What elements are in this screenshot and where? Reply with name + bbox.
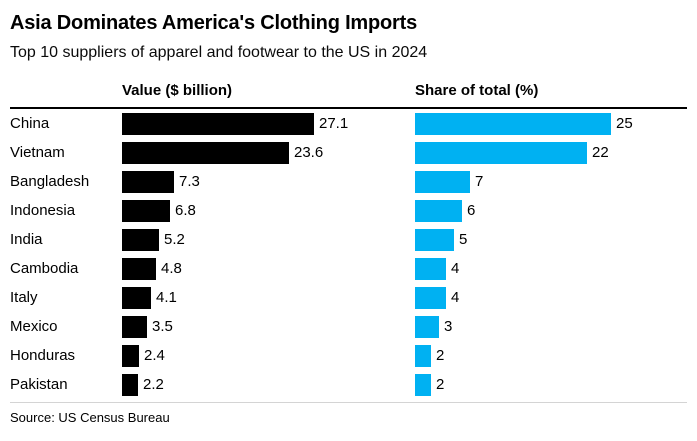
value-label: 6.8: [175, 202, 196, 219]
chart-row: India 5.2 5: [10, 225, 687, 254]
share-label: 4: [451, 260, 460, 277]
chart-row: Indonesia 6.8 6: [10, 196, 687, 225]
share-bar-group: 25: [415, 112, 687, 135]
share-label: 3: [444, 318, 453, 335]
source-note: Source: US Census Bureau: [10, 410, 170, 425]
country-label: Indonesia: [10, 202, 76, 219]
share-bar-group: 4: [415, 257, 687, 280]
value-bar: [122, 344, 139, 367]
share-label: 7: [475, 173, 484, 190]
share-bar-group: 2: [415, 373, 687, 396]
country-label: Mexico: [10, 318, 58, 335]
value-bar-group: 4.8: [122, 257, 415, 280]
country-label: Pakistan: [10, 376, 68, 393]
share-bar-group: 5: [415, 228, 687, 251]
chart-row: Vietnam 23.6 22: [10, 138, 687, 167]
share-label: 25: [616, 115, 633, 132]
share-bar: [415, 257, 446, 280]
country-label: Cambodia: [10, 260, 79, 277]
column-headers: Value ($ billion) Share of total (%): [10, 82, 687, 101]
chart-row: Pakistan 2.2 2: [10, 370, 687, 399]
country-label: Bangladesh: [10, 173, 90, 190]
value-bar: [122, 170, 174, 193]
value-bar: [122, 257, 156, 280]
value-bar-group: 5.2: [122, 228, 415, 251]
value-label: 5.2: [164, 231, 185, 248]
share-bar: [415, 315, 439, 338]
country-label: India: [10, 231, 43, 248]
chart-row: Cambodia 4.8 4: [10, 254, 687, 283]
share-label: 22: [592, 144, 609, 161]
share-bar: [415, 170, 470, 193]
share-bar-group: 2: [415, 344, 687, 367]
share-label: 4: [451, 289, 460, 306]
share-bar: [415, 112, 611, 135]
header-divider: [10, 107, 687, 109]
chart-row: Mexico 3.5 3: [10, 312, 687, 341]
chart-subtitle: Top 10 suppliers of apparel and footwear…: [10, 44, 428, 61]
share-bar: [415, 286, 446, 309]
value-label: 23.6: [294, 144, 324, 161]
value-bar: [122, 141, 289, 164]
value-label: 2.4: [144, 347, 165, 364]
value-label: 4.8: [161, 260, 182, 277]
value-bar-group: 3.5: [122, 315, 415, 338]
chart-title: Asia Dominates America's Clothing Import…: [10, 12, 418, 34]
share-label: 2: [436, 347, 445, 364]
share-bar-group: 6: [415, 199, 687, 222]
chart-row: Bangladesh 7.3 7: [10, 167, 687, 196]
value-bar: [122, 112, 314, 135]
share-bar: [415, 373, 431, 396]
share-label: 2: [436, 376, 445, 393]
value-bar: [122, 199, 170, 222]
chart-row: Italy 4.1 4: [10, 283, 687, 312]
share-bar-group: 3: [415, 315, 687, 338]
share-bar-group: 7: [415, 170, 687, 193]
value-bar: [122, 373, 138, 396]
share-bar: [415, 344, 431, 367]
value-bar-group: 7.3: [122, 170, 415, 193]
country-label: China: [10, 115, 50, 132]
value-label: 2.2: [143, 376, 164, 393]
share-bar: [415, 199, 462, 222]
chart-rows: China 27.1 25 Vietnam 23.6 22 Bangladesh 7.3 7 In…: [10, 109, 687, 399]
chart-row: China 27.1 25: [10, 109, 687, 138]
share-column-header: Share of total (%): [415, 82, 539, 99]
share-bar-group: 22: [415, 141, 687, 164]
value-label: 4.1: [156, 289, 177, 306]
share-bar: [415, 228, 454, 251]
country-label: Honduras: [10, 347, 76, 364]
country-label: Vietnam: [10, 144, 65, 161]
value-bar: [122, 228, 159, 251]
value-bar-group: 23.6: [122, 141, 415, 164]
value-bar-group: 2.2: [122, 373, 415, 396]
value-bar: [122, 315, 147, 338]
value-bar-group: 4.1: [122, 286, 415, 309]
chart-row: Honduras 2.4 2: [10, 341, 687, 370]
value-bar-group: 2.4: [122, 344, 415, 367]
value-bar-group: 27.1: [122, 112, 415, 135]
value-bar: [122, 286, 151, 309]
value-label: 7.3: [179, 173, 200, 190]
footer-divider: [10, 402, 687, 403]
value-label: 27.1: [319, 115, 349, 132]
country-label: Italy: [10, 289, 38, 306]
share-bar: [415, 141, 587, 164]
value-bar-group: 6.8: [122, 199, 415, 222]
share-bar-group: 4: [415, 286, 687, 309]
value-label: 3.5: [152, 318, 173, 335]
share-label: 6: [467, 202, 476, 219]
share-label: 5: [459, 231, 468, 248]
value-column-header: Value ($ billion): [122, 82, 233, 99]
